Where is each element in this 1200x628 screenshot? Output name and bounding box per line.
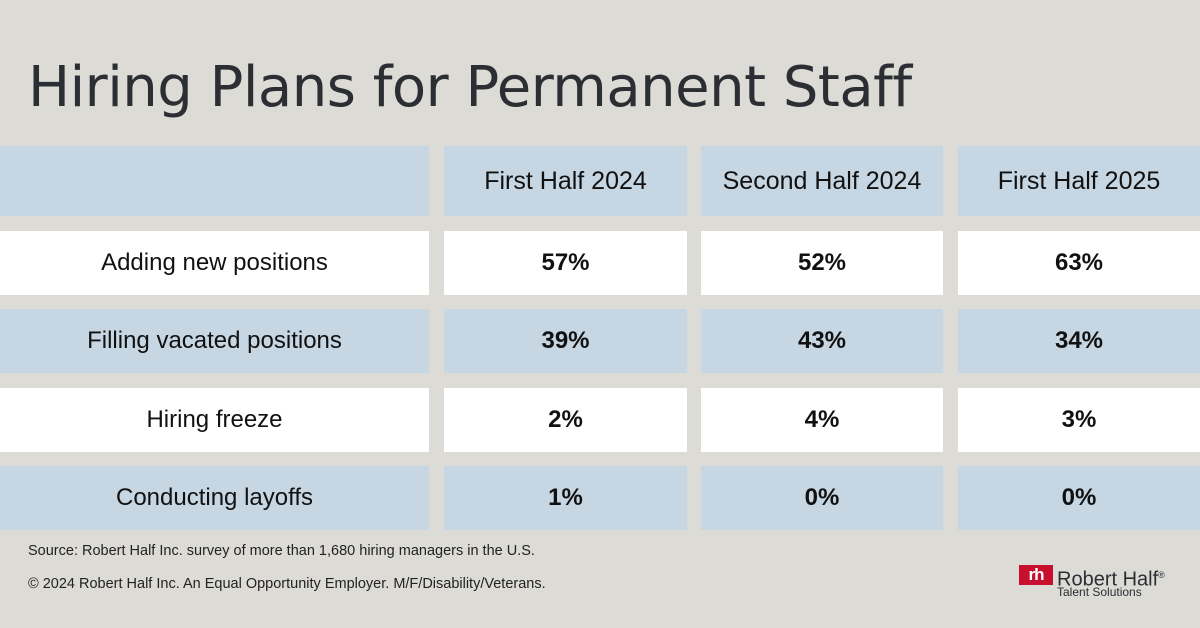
- table-cell: 0%: [701, 466, 943, 530]
- table-cell: 0%: [958, 466, 1200, 530]
- table-cell: 34%: [958, 309, 1200, 373]
- table-cell: 2%: [444, 388, 687, 452]
- robert-half-logo: rh Robert Half® Talent Solutions: [1019, 563, 1179, 603]
- row-label: Conducting layoffs: [0, 466, 429, 530]
- logo-name: Robert Half: [1057, 568, 1159, 591]
- row-label: Hiring freeze: [0, 388, 429, 452]
- table-cell: 4%: [701, 388, 943, 452]
- logo-subtitle: Talent Solutions: [1057, 585, 1142, 599]
- row-label: Adding new positions: [0, 231, 429, 295]
- copyright-note: © 2024 Robert Half Inc. An Equal Opportu…: [28, 576, 546, 592]
- table-cell: 43%: [701, 309, 943, 373]
- row-label: Filling vacated positions: [0, 309, 429, 373]
- table-cell: 1%: [444, 466, 687, 530]
- table-cell: 57%: [444, 231, 687, 295]
- source-note: Source: Robert Half Inc. survey of more …: [28, 543, 535, 559]
- column-header: First Half 2025: [958, 146, 1200, 216]
- registered-mark: ®: [1158, 570, 1165, 580]
- header-corner-cell: [0, 146, 429, 216]
- table-cell: 52%: [701, 231, 943, 295]
- page-title: Hiring Plans for Permanent Staff: [28, 55, 912, 120]
- table-cell: 39%: [444, 309, 687, 373]
- column-header: Second Half 2024: [701, 146, 943, 216]
- table-cell: 3%: [958, 388, 1200, 452]
- table-cell: 63%: [958, 231, 1200, 295]
- column-header: First Half 2024: [444, 146, 687, 216]
- logo-mark-icon: rh: [1019, 565, 1053, 585]
